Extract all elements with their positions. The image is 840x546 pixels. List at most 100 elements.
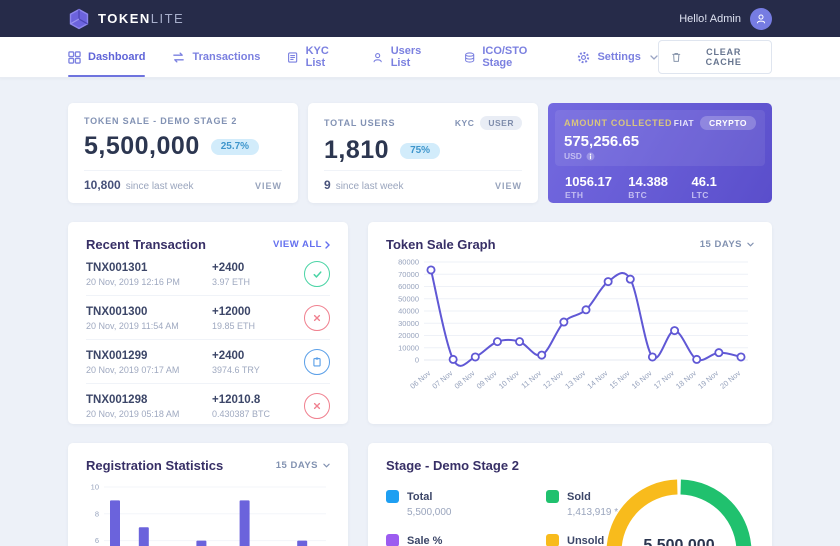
- user-icon: [756, 14, 766, 23]
- token-sale-percent-badge: 25.7%: [210, 138, 260, 155]
- svg-text:15 Nov: 15 Nov: [608, 368, 632, 390]
- nav-item-users-list[interactable]: Users List: [372, 37, 437, 77]
- donut-center-value: 5,500,000: [643, 537, 715, 546]
- legend-label: Unsold: [567, 534, 605, 546]
- svg-text:60000: 60000: [398, 282, 419, 291]
- greeting-text: Hello! Admin: [679, 12, 741, 25]
- dashboard-content: TOKEN SALE - DEMO STAGE 2 5,500,000 25.7…: [68, 78, 772, 546]
- brand[interactable]: TOKENLITE: [68, 8, 184, 30]
- crypto-toggle[interactable]: CRYPTO: [700, 116, 756, 130]
- stage-summary-card: Stage - Demo Stage 2 Total 5,500,000 Sol…: [368, 443, 772, 546]
- tx-equivalent: 0.430387 BTC: [212, 408, 271, 419]
- kyc-toggle[interactable]: KYC: [454, 118, 475, 128]
- tx-date: 20 Nov, 2019 11:54 AM: [86, 320, 179, 331]
- svg-text:12 Nov: 12 Nov: [541, 368, 565, 390]
- nav-item-settings[interactable]: Settings: [577, 37, 658, 77]
- tx-id: TNX001299: [86, 349, 148, 362]
- total-users-delta: 9: [324, 178, 331, 192]
- nav-label: KYC List: [305, 45, 329, 69]
- status-rejected-icon[interactable]: [304, 393, 330, 419]
- eth-value: 1056.17: [565, 174, 612, 189]
- svg-text:17 Nov: 17 Nov: [652, 368, 676, 390]
- chevron-down-icon: [747, 242, 754, 247]
- nav-label: Transactions: [192, 51, 261, 63]
- legend-item-sold: Sold 1,413,919 *: [546, 490, 696, 518]
- ltc-collected: 46.1 LTC: [692, 174, 755, 200]
- tx-id: TNX001301: [86, 261, 148, 274]
- delta-note: since last week: [125, 181, 194, 192]
- tx-amount: +2400: [212, 349, 245, 362]
- transactions-swap-icon: [173, 51, 185, 63]
- svg-text:06 Nov: 06 Nov: [408, 368, 432, 390]
- user-avatar[interactable]: [750, 7, 772, 30]
- nav-label: Users List: [390, 45, 422, 69]
- token-sale-value: 5,500,000: [84, 132, 200, 160]
- nav-item-kyc-list[interactable]: KYC List: [287, 37, 345, 77]
- registration-statistics-card: Registration Statistics 15 DAYS 0246810: [68, 443, 348, 546]
- main-nav: Dashboard Transactions KYC List: [0, 37, 840, 78]
- users-icon: [373, 52, 383, 62]
- recent-transactions-card: Recent Transaction VIEW ALL TNX001301 20…: [68, 222, 348, 424]
- token-sale-graph-card: Token Sale Graph 15 DAYS 0 10000 20000 3000…: [368, 222, 772, 424]
- chevron-down-icon: [650, 54, 658, 60]
- total-users-view-link[interactable]: VIEW: [494, 181, 522, 191]
- clear-cache-button[interactable]: CLEAR CACHE: [657, 40, 772, 74]
- legend-label: Sold: [567, 490, 591, 503]
- legend-item-sale-pct: Sale % 25.7% Sold: [386, 534, 536, 546]
- user-toggle[interactable]: USER: [480, 116, 522, 130]
- registration-statistics-title: Registration Statistics: [86, 458, 224, 473]
- svg-text:14 Nov: 14 Nov: [585, 368, 609, 390]
- nav-label: ICO/STO Stage: [482, 45, 528, 69]
- status-pending-icon[interactable]: [304, 349, 330, 375]
- registration-bar-chart: 0246810: [91, 483, 326, 546]
- legend-label: Total: [407, 490, 433, 503]
- svg-text:80000: 80000: [398, 258, 419, 267]
- svg-text:30000: 30000: [398, 319, 419, 328]
- tx-equivalent: 3.97 ETH: [212, 276, 251, 287]
- legend-item-unsold: Unsold 4,086,082: [546, 534, 696, 546]
- nav-item-transactions[interactable]: Transactions: [172, 37, 260, 77]
- svg-text:11 Nov: 11 Nov: [519, 368, 543, 390]
- svg-text:18 Nov: 18 Nov: [674, 368, 698, 390]
- svg-text:40000: 40000: [398, 307, 419, 316]
- status-rejected-icon[interactable]: [304, 305, 330, 331]
- nav-item-ico-sto-stage[interactable]: ICO/STO Stage: [464, 37, 550, 77]
- info-icon[interactable]: [586, 152, 595, 161]
- graph-range-dropdown[interactable]: 15 DAYS: [700, 239, 754, 250]
- legend-item-total: Total 5,500,000: [386, 490, 536, 518]
- legend-swatch: [546, 534, 559, 546]
- token-sale-title: TOKEN SALE - DEMO STAGE 2: [84, 116, 238, 126]
- btc-label: BTC: [628, 190, 648, 200]
- svg-text:10: 10: [91, 483, 99, 492]
- token-sale-card: TOKEN SALE - DEMO STAGE 2 5,500,000 25.7…: [68, 103, 298, 203]
- clear-cache-label: CLEAR CACHE: [705, 47, 742, 67]
- legend-label: Sale %: [407, 534, 443, 546]
- total-users-percent-badge: 75%: [400, 142, 441, 159]
- total-users-title: TOTAL USERS: [324, 118, 396, 128]
- transaction-row: TNX001300 20 Nov, 2019 11:54 AM +12000 1…: [86, 296, 330, 340]
- amount-collected-value: 575,256.65: [564, 133, 640, 150]
- tx-id: TNX001300: [86, 305, 148, 318]
- fiat-toggle[interactable]: FIAT: [673, 118, 695, 128]
- amount-collected-title: AMOUNT COLLECTED: [564, 118, 673, 128]
- transaction-row: TNX001298 20 Nov, 2019 05:18 AM +12010.8…: [86, 384, 330, 427]
- token-sale-delta: 10,800: [84, 178, 121, 192]
- svg-text:6: 6: [95, 536, 99, 545]
- trash-icon: [672, 52, 681, 62]
- gear-icon: [578, 51, 590, 63]
- transaction-row: TNX001301 20 Nov, 2019 12:16 PM +2400 3.…: [86, 252, 330, 296]
- amount-collected-card: AMOUNT COLLECTED FIAT CRYPTO 575,256.65 …: [548, 103, 772, 203]
- nav-item-dashboard[interactable]: Dashboard: [68, 37, 146, 77]
- tx-amount: +12010.8: [212, 393, 261, 406]
- view-all-link[interactable]: VIEW ALL: [273, 239, 330, 250]
- status-approved-icon[interactable]: [304, 261, 330, 287]
- eth-label: ETH: [565, 190, 584, 200]
- nav-label: Dashboard: [88, 51, 146, 63]
- token-sale-view-link[interactable]: VIEW: [254, 181, 282, 191]
- tx-equivalent: 19.85 ETH: [212, 320, 256, 331]
- transaction-row: TNX001299 20 Nov, 2019 07:17 AM +2400 39…: [86, 340, 330, 384]
- registration-range-label: 15 DAYS: [275, 460, 318, 471]
- registration-range-dropdown[interactable]: 15 DAYS: [276, 460, 330, 471]
- svg-text:19 Nov: 19 Nov: [696, 368, 720, 390]
- svg-text:10 Nov: 10 Nov: [497, 368, 521, 390]
